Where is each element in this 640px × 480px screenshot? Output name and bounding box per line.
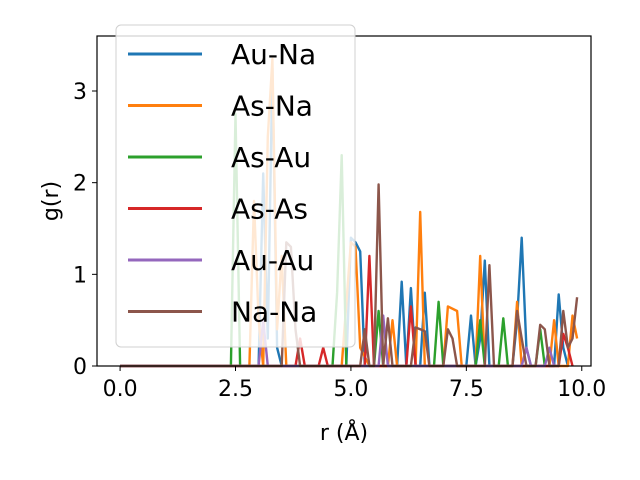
x-tick-label: 0.0 xyxy=(103,377,138,402)
legend-label: Au-Na xyxy=(231,38,316,71)
x-axis-label: r (Å) xyxy=(320,419,368,446)
y-tick-label: 0 xyxy=(73,355,87,380)
legend-label: Au-Au xyxy=(231,244,314,277)
y-tick-label: 3 xyxy=(73,80,87,105)
x-tick-label: 7.5 xyxy=(449,377,484,402)
legend-label: Na-Na xyxy=(231,296,317,329)
x-tick-label: 10.0 xyxy=(557,377,606,402)
y-axis-label: g(r) xyxy=(39,181,64,221)
y-tick-label: 2 xyxy=(73,172,87,197)
legend-label: As-As xyxy=(231,193,308,226)
y-axis-ticks: 0 1 2 3 xyxy=(73,80,97,380)
x-tick-label: 5.0 xyxy=(333,377,368,402)
legend-label: As-Na xyxy=(231,90,313,123)
legend-label: As-Au xyxy=(231,141,311,174)
x-axis-ticks: 0.0 2.5 5.0 7.5 10.0 xyxy=(103,366,606,402)
y-tick-label: 1 xyxy=(73,263,87,288)
x-tick-label: 2.5 xyxy=(218,377,253,402)
legend: Au-Na As-Na As-Au As-As Au-Au Na-Na xyxy=(115,24,356,348)
